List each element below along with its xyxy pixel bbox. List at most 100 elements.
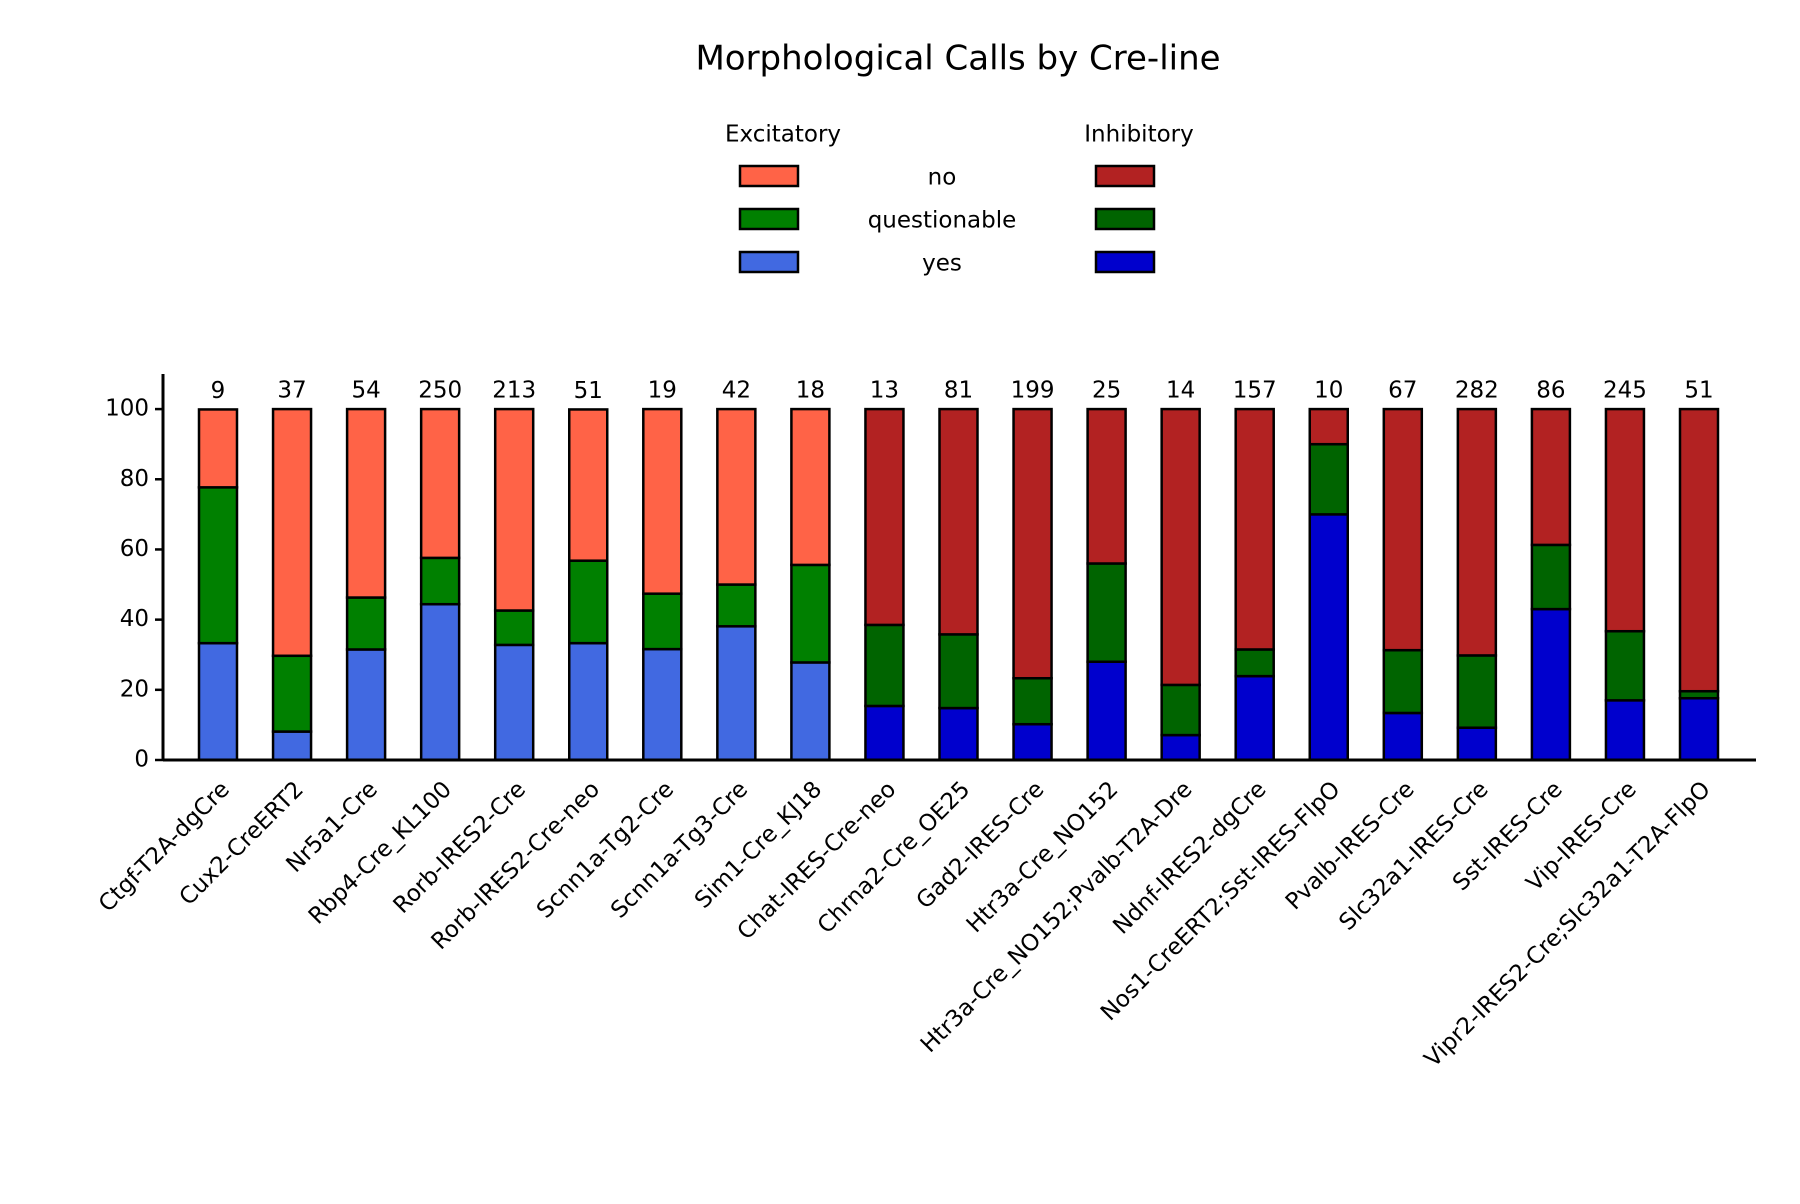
legend-label: no [928, 165, 957, 191]
bar-segment [864, 704, 905, 762]
count-label: 250 [418, 378, 462, 404]
bar-segment [419, 556, 461, 606]
bar-segment [1308, 407, 1349, 446]
bar-segment [642, 592, 683, 651]
legend-swatch [738, 207, 800, 231]
count-label: 282 [1455, 378, 1499, 404]
bar-segment [1456, 407, 1498, 657]
legend-swatch [1094, 207, 1156, 231]
count-label: 19 [648, 378, 677, 404]
count-label: 42 [722, 378, 751, 404]
bar-segment [1160, 733, 1201, 762]
bar-segment [1604, 407, 1646, 633]
bar-segment [716, 407, 757, 586]
count-label: 18 [796, 378, 825, 404]
bar-segment [938, 706, 979, 762]
count-label: 67 [1388, 378, 1417, 404]
count-label: 51 [574, 378, 603, 404]
bar-segment [345, 596, 387, 651]
bar-segment [493, 643, 535, 762]
y-tick-label: 100 [105, 396, 149, 422]
count-label: 213 [492, 378, 536, 404]
bar-segment [493, 407, 535, 612]
bar-segment [1382, 407, 1424, 652]
bar-segment [1012, 722, 1053, 762]
bar-segment [1160, 683, 1201, 737]
count-label: 51 [1684, 378, 1713, 404]
y-tick-label: 0 [134, 747, 149, 773]
bar-segment [197, 408, 239, 489]
x-tick-label: Scnn1a-Tg3-Cre [606, 776, 753, 923]
chart-title: Morphological Calls by Cre-line [695, 39, 1220, 79]
bar-segment [1308, 513, 1349, 762]
bar-segment [1678, 407, 1720, 693]
bar-segment [271, 730, 313, 762]
bar-segment [1160, 407, 1201, 687]
bar-segment [197, 486, 239, 645]
legend-swatch [1094, 164, 1156, 188]
bar-segment [568, 641, 609, 762]
bar-segment [1234, 674, 1275, 762]
bar-segment [864, 623, 905, 708]
bar-segment [790, 563, 831, 664]
y-tick-label: 80 [120, 466, 149, 492]
y-tick-label: 40 [120, 606, 149, 632]
count-label: 37 [277, 378, 306, 404]
bar-segment [345, 648, 387, 762]
x-tick-label: Scnn1a-Tg2-Cre [532, 776, 679, 923]
bar-segment [716, 583, 757, 628]
legend-group-title: Excitatory [725, 122, 841, 148]
bar-segment [568, 408, 609, 562]
bar-segment [938, 633, 979, 710]
y-tick-label: 20 [120, 676, 149, 702]
bar-segment [1456, 654, 1498, 729]
bar-segment [1012, 676, 1053, 726]
count-label: 25 [1092, 378, 1121, 404]
bar-segment [1604, 699, 1646, 762]
legend-swatch [1094, 250, 1156, 274]
bar-segment [1382, 711, 1424, 762]
legend-label: yes [922, 251, 962, 277]
bar-segment [1604, 629, 1646, 702]
bar-segment [1530, 543, 1572, 611]
legend-group-title: Inhibitory [1084, 122, 1193, 148]
x-tick-label: Sim1-Cre_KJ18 [690, 776, 827, 913]
bar-segment [1678, 696, 1720, 762]
bar-segment [642, 407, 683, 595]
x-tick-label: Ctgf-T2A-dgCre [94, 776, 235, 917]
x-tick-label: Pvalb-IRES-Cre [1281, 776, 1420, 915]
bar-segment [197, 641, 239, 762]
count-label: 245 [1603, 378, 1647, 404]
bar-segment [1086, 660, 1127, 762]
x-tick-label: Cux2-CreERT2 [175, 776, 309, 910]
legend-swatch [738, 250, 800, 274]
bar-segment [1530, 407, 1572, 547]
bar-segment [1308, 442, 1349, 516]
count-label: 81 [944, 378, 973, 404]
bar-segment [642, 647, 683, 762]
bar-segment [1012, 407, 1053, 680]
bar-segment [1086, 562, 1127, 663]
bar-segment [938, 407, 979, 636]
count-label: 86 [1536, 378, 1565, 404]
bar-segment [493, 609, 535, 647]
bar-segment [419, 407, 461, 560]
y-tick-label: 60 [120, 536, 149, 562]
x-tick-label: Rorb-IRES2-Cre [389, 776, 531, 918]
count-label: 14 [1166, 378, 1195, 404]
x-tick-label: Rbp4-Cre_KL100 [304, 776, 457, 929]
bar-segment [1530, 607, 1572, 762]
bar-segment [790, 407, 831, 567]
count-label: 199 [1011, 378, 1055, 404]
bar-segment [271, 654, 313, 733]
count-label: 157 [1233, 378, 1277, 404]
bar-segment [864, 407, 905, 627]
bar-segment [790, 661, 831, 762]
bar-segment [271, 407, 313, 658]
bar-segment [716, 625, 757, 762]
bar-segment [1234, 648, 1275, 678]
count-label: 9 [211, 378, 226, 404]
x-tick-label: Gad2-IRES-Cre [912, 776, 1050, 914]
bar-segment [1456, 726, 1498, 762]
